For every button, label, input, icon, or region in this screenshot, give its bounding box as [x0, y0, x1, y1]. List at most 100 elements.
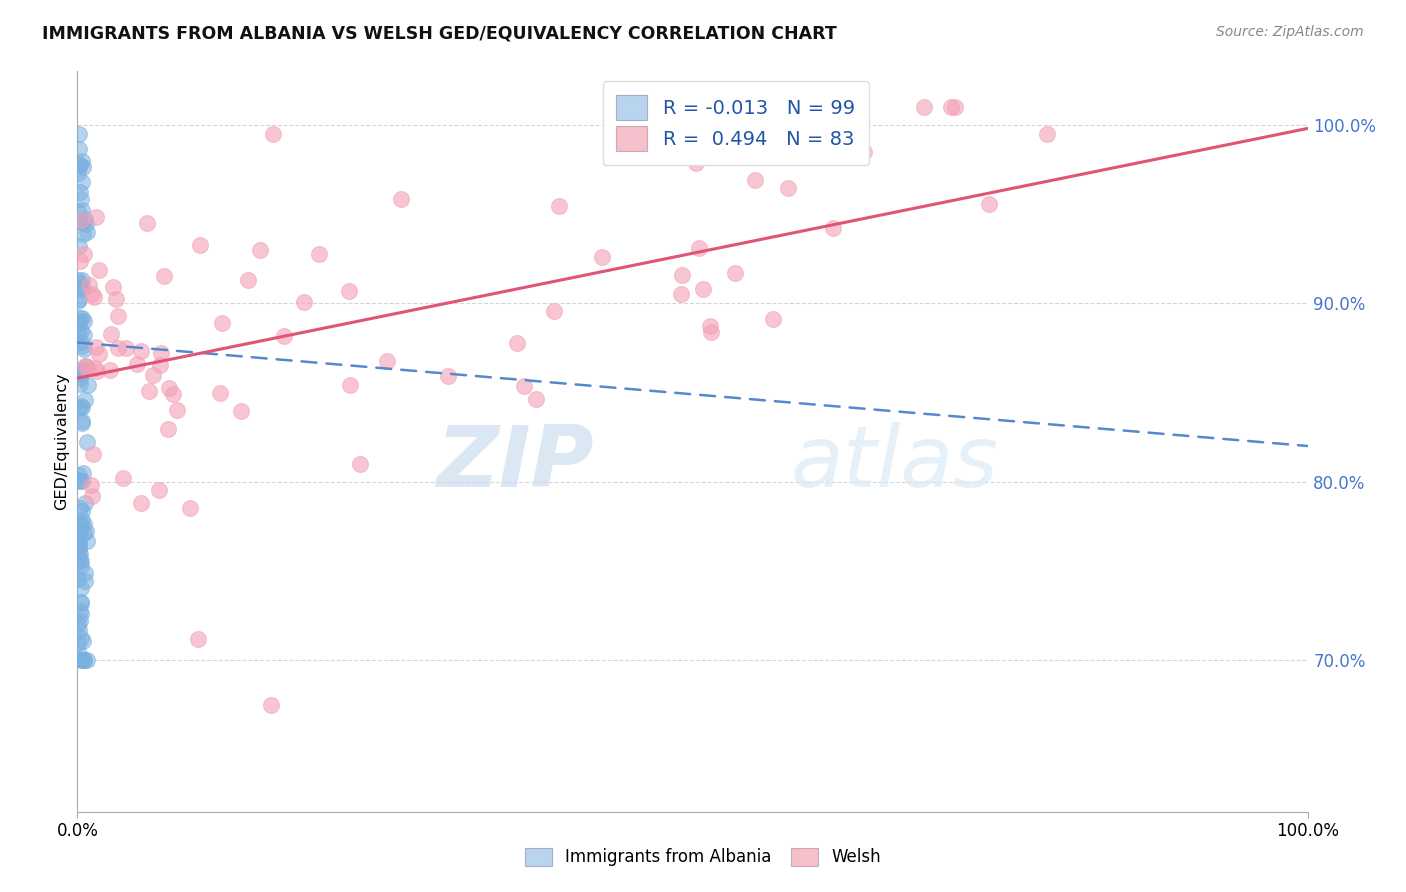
Point — [187, 632, 209, 646]
Point — [70, 653, 93, 667]
Point — [136, 216, 159, 230]
Point — [84, 210, 107, 224]
Point — [166, 402, 188, 417]
Point — [125, 357, 148, 371]
Point — [86, 363, 108, 377]
Point — [67, 467, 90, 482]
Point — [543, 303, 565, 318]
Point — [152, 268, 174, 283]
Point — [73, 566, 96, 581]
Point — [67, 142, 90, 156]
Point — [69, 501, 91, 516]
Point — [67, 617, 90, 632]
Point — [69, 399, 91, 413]
Point — [776, 181, 799, 195]
Point — [148, 483, 170, 498]
Point — [76, 378, 98, 392]
Point — [506, 335, 529, 350]
Point — [156, 422, 179, 436]
Point — [939, 100, 962, 114]
Point — [339, 378, 361, 392]
Point — [107, 309, 129, 323]
Point — [236, 273, 259, 287]
Point — [98, 363, 121, 377]
Point — [671, 268, 693, 283]
Point — [69, 604, 91, 618]
Point — [943, 100, 966, 114]
Point — [83, 290, 105, 304]
Point — [73, 516, 96, 531]
Point — [80, 287, 103, 301]
Point — [260, 698, 283, 712]
Point — [67, 317, 90, 331]
Point — [73, 314, 96, 328]
Point — [389, 192, 412, 206]
Point — [69, 529, 91, 543]
Point — [72, 338, 94, 352]
Point — [77, 278, 100, 293]
Point — [69, 548, 91, 562]
Point — [69, 516, 91, 531]
Point — [104, 293, 127, 307]
Point — [66, 293, 89, 308]
Point — [692, 282, 714, 296]
Point — [437, 369, 460, 384]
Point — [70, 153, 93, 168]
Point — [70, 596, 93, 610]
Point — [69, 553, 91, 567]
Point — [70, 400, 93, 414]
Point — [67, 535, 90, 549]
Point — [67, 158, 90, 172]
Point — [129, 344, 152, 359]
Point — [72, 161, 94, 175]
Point — [67, 572, 90, 586]
Point — [69, 559, 91, 574]
Point — [70, 474, 93, 488]
Y-axis label: GED/Equivalency: GED/Equivalency — [53, 373, 69, 510]
Point — [67, 540, 90, 554]
Point — [72, 634, 94, 648]
Point — [70, 504, 93, 518]
Point — [80, 489, 103, 503]
Point — [76, 653, 98, 667]
Point — [70, 324, 93, 338]
Text: Source: ZipAtlas.com: Source: ZipAtlas.com — [1216, 25, 1364, 39]
Point — [73, 359, 96, 373]
Point — [72, 202, 94, 217]
Point — [72, 273, 94, 287]
Point — [69, 521, 91, 535]
Point — [547, 199, 569, 213]
Point — [67, 293, 90, 307]
Text: ZIP: ZIP — [436, 422, 595, 505]
Point — [72, 227, 94, 242]
Point — [69, 282, 91, 296]
Point — [72, 310, 94, 325]
Point — [699, 319, 721, 334]
Point — [73, 393, 96, 408]
Point — [69, 371, 91, 385]
Point — [73, 496, 96, 510]
Text: atlas: atlas — [792, 422, 998, 505]
Point — [69, 254, 91, 268]
Point — [69, 614, 91, 628]
Point — [69, 474, 91, 488]
Point — [107, 341, 129, 355]
Point — [69, 158, 91, 172]
Point — [67, 538, 90, 552]
Point — [67, 623, 90, 637]
Point — [70, 581, 93, 595]
Point — [76, 225, 98, 239]
Point — [67, 549, 90, 563]
Point — [84, 360, 107, 375]
Point — [87, 347, 110, 361]
Point — [977, 196, 1000, 211]
Point — [69, 276, 91, 290]
Point — [66, 326, 89, 341]
Point — [70, 280, 93, 294]
Point — [79, 478, 101, 492]
Point — [69, 185, 91, 199]
Point — [70, 212, 93, 227]
Point — [72, 466, 94, 480]
Point — [67, 652, 90, 666]
Point — [73, 653, 96, 667]
